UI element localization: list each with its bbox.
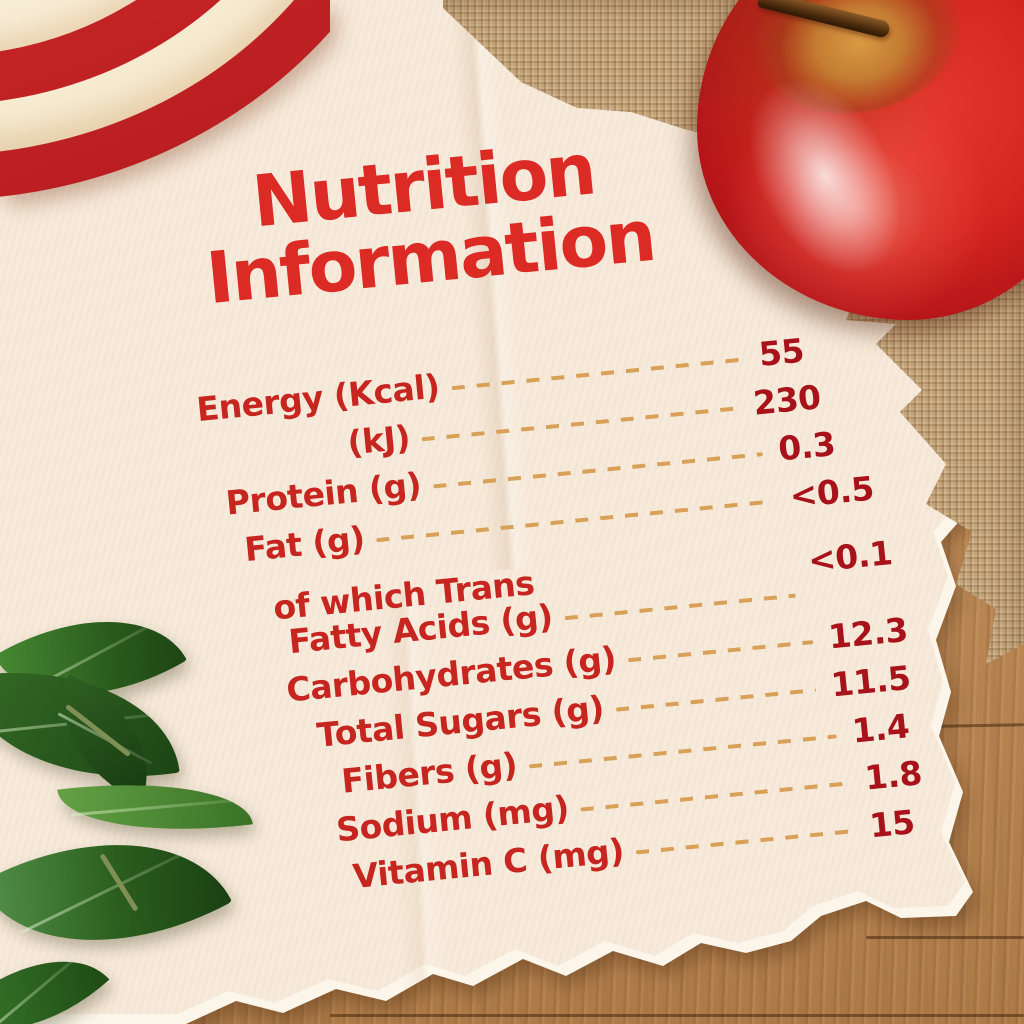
apple-stem <box>756 0 892 39</box>
row-value: <0.1 <box>806 533 894 581</box>
apple-leaves <box>0 573 290 1024</box>
leaf <box>57 766 253 848</box>
row-value: 15 <box>867 802 917 846</box>
wood-plank-seam <box>866 936 1024 939</box>
row-value: <0.5 <box>787 468 876 516</box>
row-value: 55 <box>757 331 806 375</box>
row-value: 12.3 <box>826 610 910 657</box>
row-value: 230 <box>751 377 823 424</box>
wood-plank-seam <box>330 1014 1024 1017</box>
apple-slices <box>0 0 330 330</box>
row-value: 0.3 <box>776 424 837 469</box>
row-value: 1.8 <box>863 753 924 798</box>
row-value: 1.4 <box>850 706 911 751</box>
row-label: (kJ) <box>345 417 412 463</box>
row-value: 11.5 <box>829 658 913 705</box>
